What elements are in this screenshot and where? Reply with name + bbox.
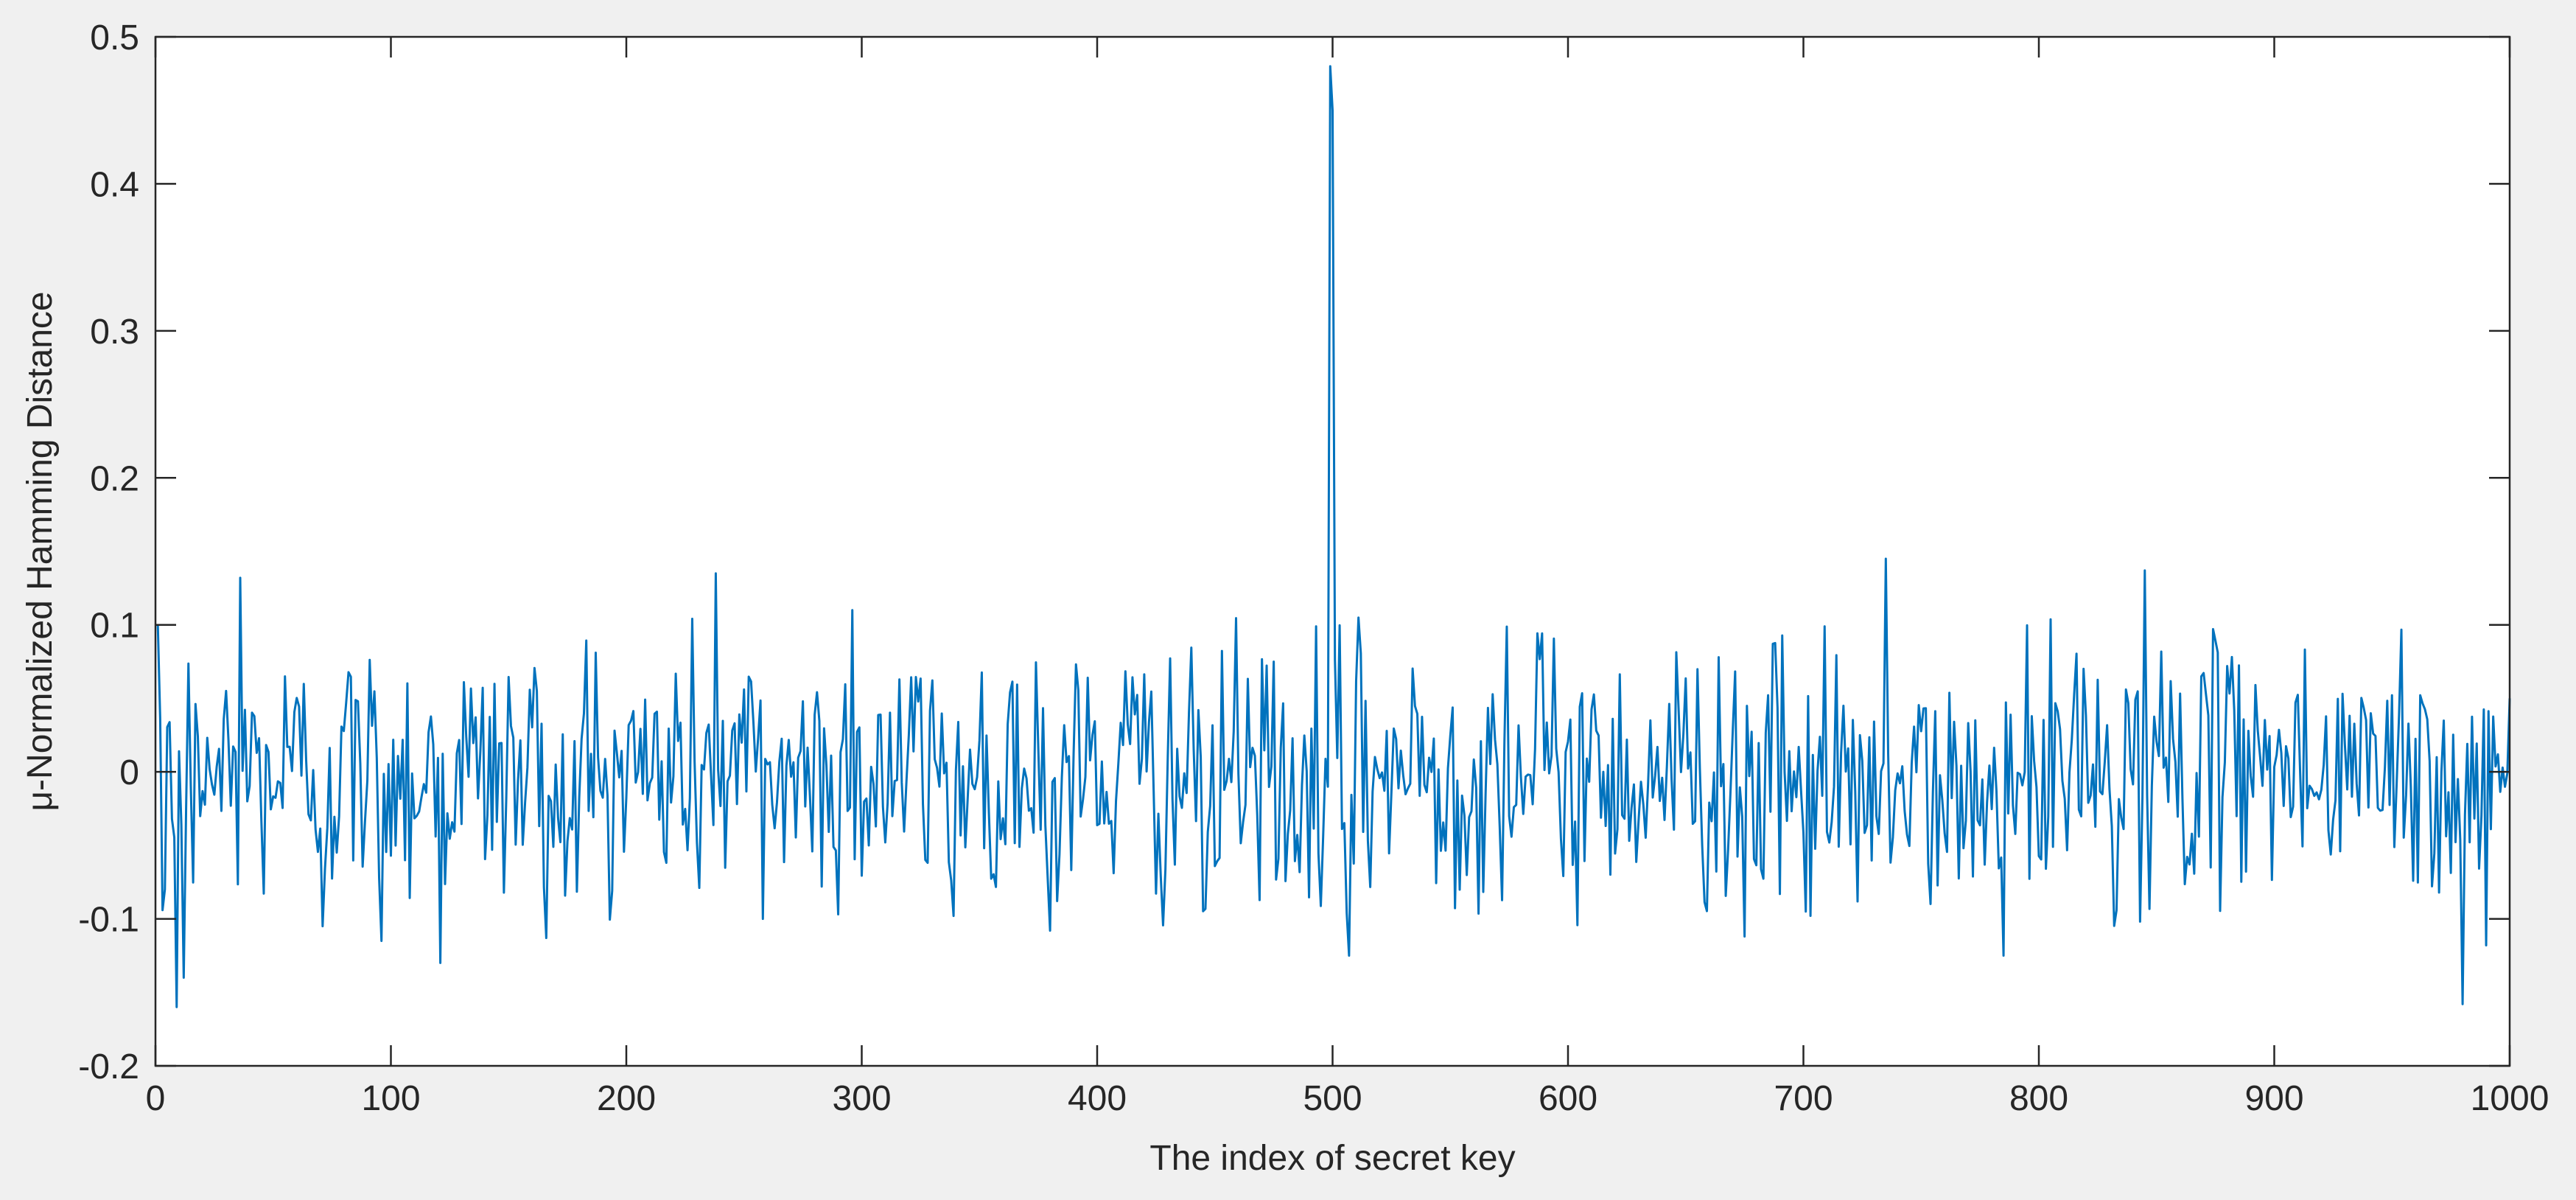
series-line-layer bbox=[156, 65, 2511, 1008]
y-tick-label: 0 bbox=[119, 753, 139, 792]
x-tick-label: 0 bbox=[146, 1079, 166, 1118]
x-tick-label: 900 bbox=[2244, 1079, 2303, 1118]
x-tick-label: 1000 bbox=[2471, 1079, 2549, 1118]
series-line bbox=[156, 65, 2511, 1008]
y-tick-label: -0.2 bbox=[78, 1047, 139, 1086]
y-tick-label: 0.1 bbox=[90, 607, 139, 646]
y-tick-label: 0.4 bbox=[90, 165, 139, 204]
x-tick-label: 600 bbox=[1539, 1079, 1597, 1118]
x-tick-label: 200 bbox=[597, 1079, 656, 1118]
y-axis-label: μ-Normalized Hamming Distance bbox=[21, 291, 60, 811]
x-tick-label: 100 bbox=[361, 1079, 420, 1118]
y-tick-label: -0.1 bbox=[78, 901, 139, 940]
x-tick-label: 500 bbox=[1303, 1079, 1362, 1118]
y-axis-ticks: -0.2 -0.1 0 0.1 0.2 0.3 0.4 0.5 bbox=[78, 18, 2510, 1086]
x-axis-ticks: 0 100 200 300 400 500 600 700 800 900 1000 bbox=[146, 37, 2549, 1118]
x-tick-label: 300 bbox=[832, 1079, 891, 1118]
y-tick-label: 0.2 bbox=[90, 459, 139, 498]
x-tick-label: 400 bbox=[1068, 1079, 1127, 1118]
x-tick-label: 800 bbox=[2009, 1079, 2068, 1118]
x-tick-label: 700 bbox=[1774, 1079, 1833, 1118]
y-tick-label: 0.3 bbox=[90, 313, 139, 352]
x-axis-label: The index of secret key bbox=[1149, 1139, 1515, 1178]
y-tick-label: 0.5 bbox=[90, 18, 139, 57]
